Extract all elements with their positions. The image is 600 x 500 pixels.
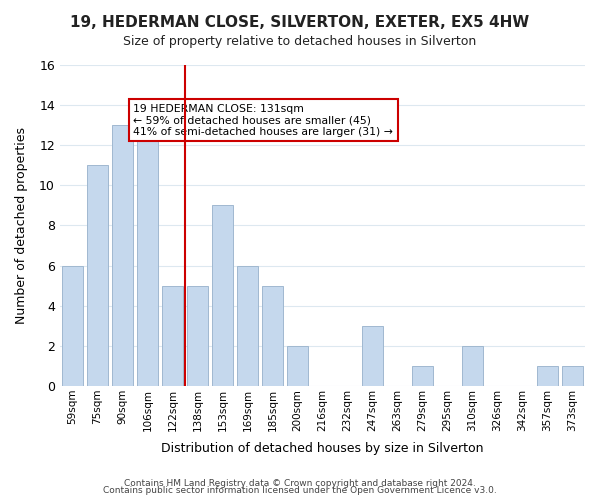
Bar xyxy=(237,266,258,386)
Bar xyxy=(412,366,433,386)
Bar xyxy=(537,366,558,386)
Bar xyxy=(187,286,208,386)
Bar xyxy=(62,266,83,386)
Bar xyxy=(162,286,183,386)
Bar xyxy=(212,206,233,386)
Text: Contains public sector information licensed under the Open Government Licence v3: Contains public sector information licen… xyxy=(103,486,497,495)
Bar xyxy=(87,166,108,386)
X-axis label: Distribution of detached houses by size in Silverton: Distribution of detached houses by size … xyxy=(161,442,484,455)
Text: 19, HEDERMAN CLOSE, SILVERTON, EXETER, EX5 4HW: 19, HEDERMAN CLOSE, SILVERTON, EXETER, E… xyxy=(70,15,530,30)
Text: Size of property relative to detached houses in Silverton: Size of property relative to detached ho… xyxy=(124,35,476,48)
Bar xyxy=(287,346,308,386)
Text: Contains HM Land Registry data © Crown copyright and database right 2024.: Contains HM Land Registry data © Crown c… xyxy=(124,478,476,488)
Bar xyxy=(362,326,383,386)
Bar xyxy=(112,125,133,386)
Bar xyxy=(462,346,483,386)
Bar xyxy=(262,286,283,386)
Text: 19 HEDERMAN CLOSE: 131sqm
← 59% of detached houses are smaller (45)
41% of semi-: 19 HEDERMAN CLOSE: 131sqm ← 59% of detac… xyxy=(133,104,393,136)
Y-axis label: Number of detached properties: Number of detached properties xyxy=(15,127,28,324)
Bar xyxy=(137,125,158,386)
Bar xyxy=(562,366,583,386)
